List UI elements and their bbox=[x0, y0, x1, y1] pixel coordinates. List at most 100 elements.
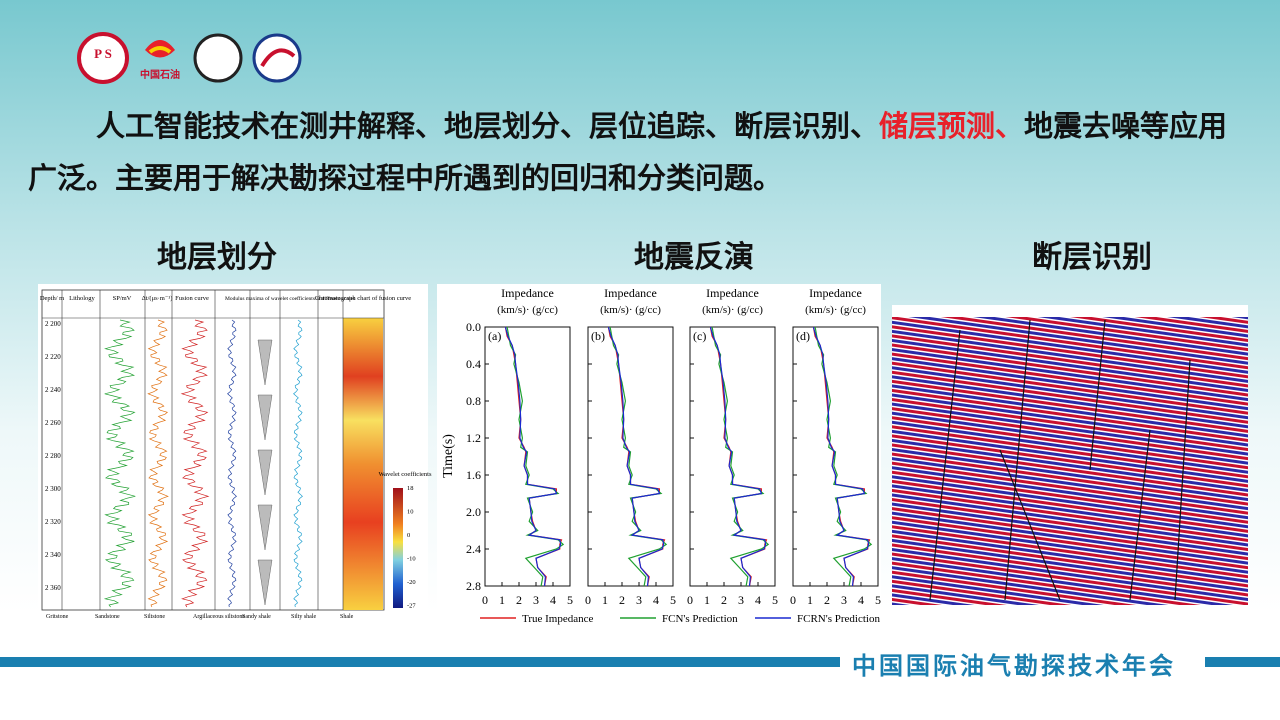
column-header: Chromatograph chart of fusion curve bbox=[315, 295, 412, 302]
plot-frame bbox=[792, 326, 879, 587]
panel-title: 断层识别 bbox=[1032, 240, 1152, 275]
y-tick-label: 1.2 bbox=[466, 431, 481, 445]
text: 人工智能技术在测井解释、地层划分、层位追踪、断层识别、 bbox=[96, 109, 880, 143]
panel-title: 地震反演 bbox=[634, 240, 754, 275]
panel-label: (b) bbox=[591, 329, 605, 343]
plot-frame bbox=[587, 326, 674, 587]
lithology-legend: Gritstone bbox=[46, 614, 69, 620]
impedance-line bbox=[709, 326, 767, 587]
subplot-title: Impedance bbox=[501, 286, 554, 300]
x-tick-label: 3 bbox=[533, 593, 539, 607]
subplot-title: Impedance bbox=[604, 286, 657, 300]
log-curve bbox=[293, 319, 303, 608]
log-curve bbox=[227, 319, 237, 608]
x-tick-label: 2 bbox=[721, 593, 727, 607]
y-tick-label: 0.4 bbox=[466, 357, 481, 371]
stratigraphy-figure: Depth/ m Lithology SP/mV Δt/(μs·m⁻¹) Fusion … bbox=[38, 284, 432, 622]
lithology-legend: Sandstone bbox=[95, 614, 120, 620]
depth-label: 2 240 bbox=[45, 386, 61, 394]
y-tick-label: 1.6 bbox=[466, 468, 481, 482]
impedance-line bbox=[504, 326, 562, 587]
y-axis-label: Time(s) bbox=[441, 434, 456, 478]
inversion-figure: Time(s) Impedance (km/s)· (g/cc) (a) 0.0 0.4 0… bbox=[437, 284, 881, 626]
x-tick-label: 1 bbox=[704, 593, 710, 607]
logo-caption: 中国石油 bbox=[140, 68, 180, 81]
x-tick-label: 5 bbox=[670, 593, 676, 607]
x-tick-label: 4 bbox=[858, 593, 864, 607]
panel-label: (d) bbox=[796, 329, 810, 343]
panel-title: 地层划分 bbox=[157, 240, 277, 275]
column-header: SP/mV bbox=[113, 295, 132, 302]
lithology-legend: Silty shale bbox=[291, 614, 317, 620]
x-tick-label: 0 bbox=[585, 593, 591, 607]
text: 地震去噪等应用广泛。主要用于解决勘探过程中所遇到的回归和分类问题。 bbox=[28, 109, 1228, 195]
x-tick-label: 5 bbox=[772, 593, 778, 607]
plot-frame bbox=[484, 326, 571, 587]
svg-text:P S: P S bbox=[94, 46, 112, 61]
subplot-title: (km/s)· (g/cc) bbox=[805, 304, 866, 316]
log-curve bbox=[103, 319, 136, 608]
x-tick-label: 2 bbox=[516, 593, 522, 607]
subplot-title: Impedance bbox=[809, 286, 862, 300]
y-tick-label: 0.8 bbox=[466, 394, 481, 408]
x-tick-label: 1 bbox=[602, 593, 608, 607]
x-tick-label: 3 bbox=[738, 593, 744, 607]
parasequence bbox=[257, 394, 273, 441]
footer-text: 中国国际油气勘探技术年会 bbox=[852, 652, 1176, 680]
colorbar-title: Wavelet coefficients bbox=[379, 471, 432, 478]
lithology-legend: Sandy shale bbox=[242, 614, 271, 620]
x-tick-label: 1 bbox=[499, 593, 505, 607]
x-tick-label: 5 bbox=[567, 593, 573, 607]
y-tick-label: 2.8 bbox=[466, 579, 481, 593]
parasequence bbox=[257, 504, 273, 551]
x-tick-label: 5 bbox=[875, 593, 881, 607]
panel-label: (c) bbox=[693, 329, 706, 343]
depth-label: 2 360 bbox=[45, 584, 61, 592]
subplot-title: Impedance bbox=[706, 286, 759, 300]
parasequence bbox=[257, 339, 273, 386]
x-tick-label: 0 bbox=[790, 593, 796, 607]
x-tick-label: 2 bbox=[824, 593, 830, 607]
column-header: Lithology bbox=[69, 295, 95, 302]
depth-label: 2 200 bbox=[45, 320, 61, 328]
colorbar-tick: -27 bbox=[407, 603, 416, 610]
panel-label: (a) bbox=[488, 329, 501, 343]
depth-label: 2 300 bbox=[45, 485, 61, 493]
lithology-legend: Argillaceous siltstone bbox=[193, 614, 245, 620]
depth-label: 2 340 bbox=[45, 551, 61, 559]
impedance-line bbox=[812, 326, 870, 587]
colorbar-tick: 0 bbox=[407, 532, 410, 539]
column-header: Depth/ m bbox=[40, 295, 64, 302]
column-header: Δt/(μs·m⁻¹) bbox=[142, 295, 173, 302]
x-tick-label: 4 bbox=[550, 593, 556, 607]
y-tick-label: 2.4 bbox=[466, 542, 481, 556]
column-header: Fusion curve bbox=[175, 295, 209, 302]
x-tick-label: 0 bbox=[687, 593, 693, 607]
x-tick-label: 4 bbox=[653, 593, 659, 607]
depth-label: 2 320 bbox=[45, 518, 61, 526]
footer-bar bbox=[1205, 657, 1280, 667]
plot-frame bbox=[689, 326, 776, 587]
log-curve bbox=[147, 319, 169, 608]
parasequence bbox=[257, 559, 273, 606]
legend-label: FCRN's Prediction bbox=[797, 613, 880, 625]
x-tick-label: 2 bbox=[619, 593, 625, 607]
x-tick-label: 4 bbox=[755, 593, 761, 607]
x-tick-label: 3 bbox=[636, 593, 642, 607]
x-tick-label: 0 bbox=[482, 593, 488, 607]
seismic-section bbox=[892, 305, 1248, 605]
subplot-title: (km/s)· (g/cc) bbox=[497, 304, 558, 316]
body-text: 人工智能技术在测井解释、地层划分、层位追踪、断层识别、储层预测、地震去噪等应用广… bbox=[28, 100, 1228, 204]
log-curve bbox=[180, 319, 210, 608]
footer-bar bbox=[0, 657, 840, 667]
legend-label: FCN's Prediction bbox=[662, 613, 738, 625]
colorbar-tick: -10 bbox=[407, 556, 416, 563]
parasequence bbox=[257, 449, 273, 496]
column-header: Modulus maxima of wavelet coefficients a… bbox=[225, 295, 355, 302]
x-tick-label: 3 bbox=[841, 593, 847, 607]
colorbar-tick: 18 bbox=[407, 485, 414, 492]
depth-label: 2 260 bbox=[45, 419, 61, 427]
lithology-legend: Shale bbox=[340, 614, 354, 620]
